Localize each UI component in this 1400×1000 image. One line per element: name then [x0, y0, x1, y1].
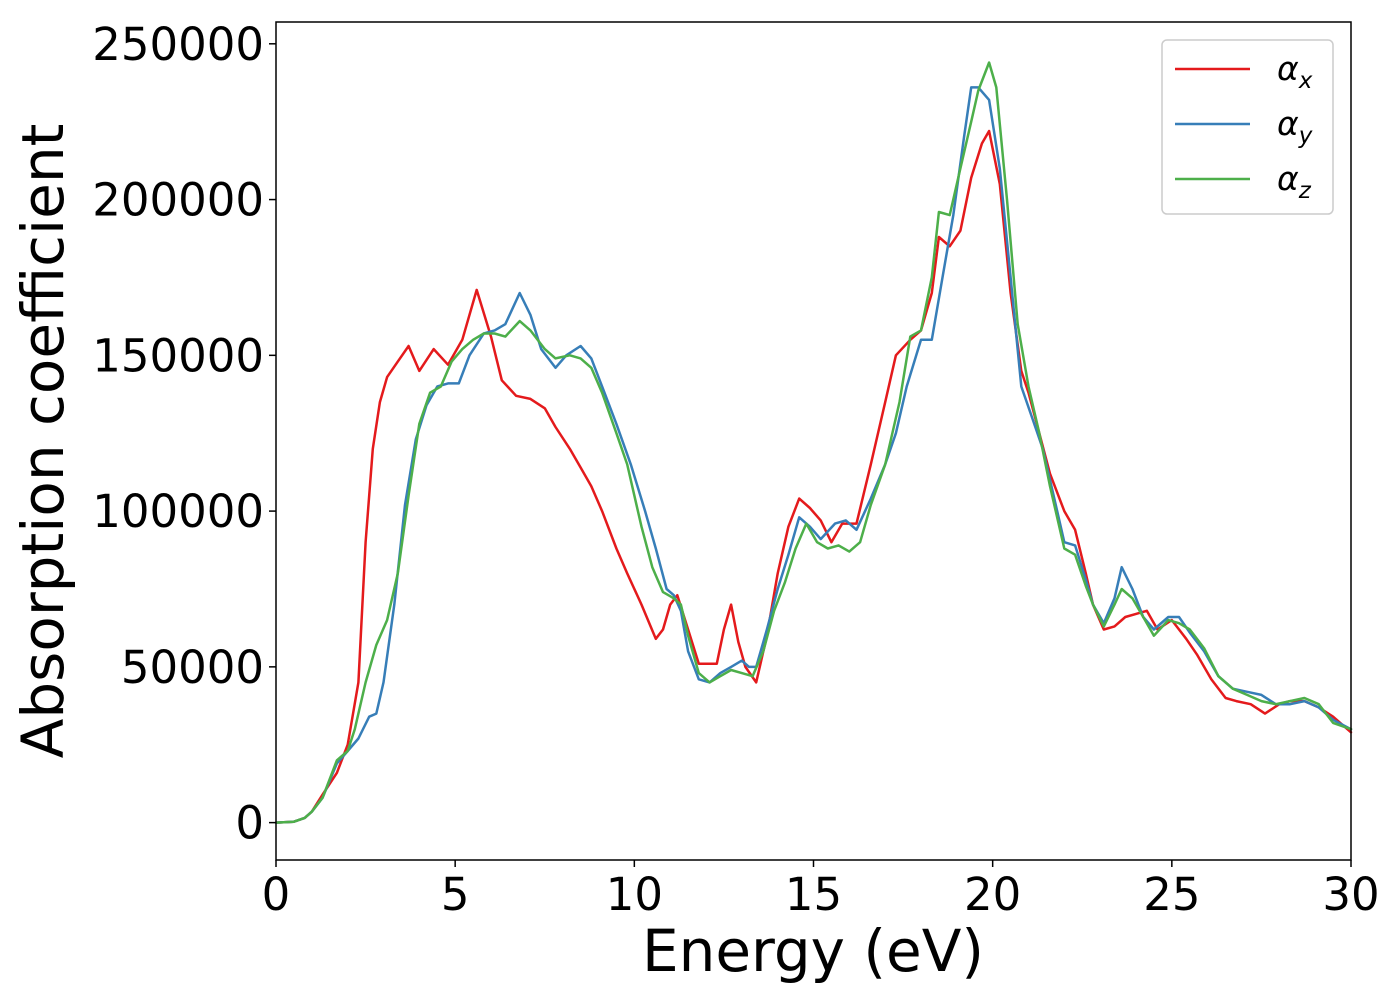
y-tick-label: 200000	[92, 174, 264, 227]
y-tick-label: 250000	[92, 18, 264, 71]
y-tick-label: 50000	[121, 641, 264, 694]
x-axis-title: Energy (eV)	[642, 917, 984, 985]
legend-label-z: αz	[1277, 159, 1312, 204]
x-tick-label: 30	[1322, 868, 1379, 921]
x-tick-label: 20	[964, 868, 1021, 921]
legend-label-y: αy	[1277, 104, 1313, 149]
x-axis-ticks: 0 5 10 15 20 25 30	[262, 860, 1380, 921]
y-axis-title: Absorption coefficient	[9, 124, 77, 759]
plot-lines	[274, 61, 1353, 824]
y-axis-ticks: 0 50000 100000 150000 200000 250000	[92, 18, 276, 850]
y-tick-label: 0	[235, 797, 264, 850]
series-line-z	[274, 61, 1353, 824]
series-line-y	[274, 86, 1353, 824]
y-tick-label: 100000	[92, 485, 264, 538]
legend-box	[1161, 39, 1334, 215]
x-tick-label: 10	[606, 868, 663, 921]
x-tick-label: 25	[1143, 868, 1200, 921]
legend: αx αy αz	[1161, 39, 1334, 215]
x-tick-label: 0	[262, 868, 291, 921]
legend-label-x: αx	[1277, 49, 1313, 94]
x-tick-label: 5	[441, 868, 470, 921]
y-tick-label: 150000	[92, 329, 264, 382]
series-line-x	[274, 129, 1353, 824]
x-tick-label: 15	[785, 868, 842, 921]
